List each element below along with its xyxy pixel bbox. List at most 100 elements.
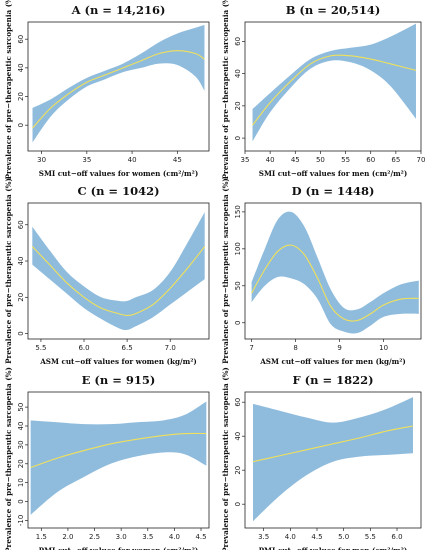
y-tick-label: 10 [17,478,25,487]
y-tick-label: 20 [234,466,242,475]
x-axis-label: ASM cut−off values for women (kg/m²) [39,357,197,366]
y-tick-label: 40 [17,257,25,266]
x-tick-label: 5.5 [365,533,376,541]
x-tick-label: 6.0 [78,344,89,352]
x-tick-label: 30 [37,156,46,164]
x-tick-label: 8 [293,344,297,352]
plot-frame [244,391,422,529]
x-axis-label: ASM cut−off values for men (kg/m²) [259,357,406,366]
x-tick-label: 4.0 [169,533,180,541]
fitted-line [32,50,205,129]
x-tick-label: 3.5 [258,533,269,541]
x-tick-label: 5.5 [35,344,46,352]
chart-title: C (n = 1042) [77,184,159,198]
y-axis-label: Prevalence of pre−therapeutic sarcopenia… [221,178,230,364]
y-axis-label: Prevalence of pre−therapeutic sarcopenia… [221,367,230,550]
x-tick-label: 70 [417,156,426,164]
x-tick-label: 45 [173,156,182,164]
x-tick-label: 6.0 [391,533,402,541]
y-tick-label: 20 [17,92,25,101]
chart-panel: 35 40 45 50 55 60 65 70 0 20 40 60 B (n = 20,514) SMI… [221,0,425,179]
y-tick-label: 0 [17,123,25,127]
y-tick-label: 150 [234,205,242,218]
x-tick-label: 1.5 [36,533,47,541]
y-tick-label: 0 [234,502,242,506]
plot-frame [244,202,422,340]
y-tick-label: 40 [17,63,25,72]
x-tick-label: 35 [82,156,91,164]
y-tick-label: 0 [17,499,25,503]
fitted-line [252,54,417,126]
confidence-band [251,211,419,334]
y-axis-label: Prevalence of pre−therapeutic sarcopenia… [4,0,13,179]
fitted-line [30,432,207,469]
x-tick-label: 40 [266,156,275,164]
chart-panel: 3.5 4.0 4.5 5.0 5.5 6.0 0 20 40 60 F (n = 1822) PMI… [221,367,422,550]
x-tick-label: 2.0 [62,533,73,541]
plot-frame [27,391,210,529]
y-tick-label: 40 [234,432,242,441]
y-axis-label: Prevalence of pre−therapeutic sarcopenia… [4,178,13,364]
x-tick-label: 6.5 [122,344,133,352]
y-tick-label: 60 [17,35,25,44]
y-tick-label: 30 [17,440,25,449]
x-axis-label: SMI cut−off values for men (cm²/m²) [259,169,407,178]
confidence-band [32,212,205,331]
x-tick-label: 4.5 [195,533,206,541]
x-axis-label: PMI cut−off values for men (cm²/m²) [259,546,408,550]
y-tick-label: 40 [234,69,242,78]
x-tick-label: 40 [128,156,137,164]
fitted-line [31,246,206,316]
y-tick-label: 50 [17,403,25,412]
plot-frame [27,202,210,340]
x-tick-label: 65 [391,156,400,164]
y-axis-label: Prevalence of pre−therapeutic sarcopenia… [4,367,13,550]
x-tick-label: 4.5 [311,533,322,541]
confidence-band [32,24,205,143]
x-tick-label: 10 [379,344,388,352]
fitted-line [252,425,414,463]
x-tick-label: 50 [316,156,325,164]
y-tick-label: 20 [17,293,25,302]
x-tick-label: 9 [337,344,341,352]
y-tick-label: 0 [234,321,242,325]
y-axis-label: Prevalence of pre−therapeutic sarcopenia… [221,0,230,179]
x-tick-label: 3.5 [142,533,153,541]
chart-panel: 30 35 40 45 0 20 40 60 A (n = 14,216) SMI cut−off… [4,0,210,179]
y-tick-label: 60 [234,398,242,407]
x-tick-label: 7 [249,344,253,352]
y-tick-label: -10 [17,515,25,526]
x-tick-label: 5.0 [338,533,349,541]
plot-frame [244,21,422,152]
chart-title: E (n = 915) [82,373,156,387]
confidence-band [253,397,413,522]
chart-panel: 5.5 6.0 6.5 7.0 0 20 40 60 C (n = 1042) ASM cut−o… [4,178,210,366]
y-tick-label: 100 [234,242,242,255]
y-tick-label: 60 [17,220,25,229]
y-tick-label: 40 [17,422,25,431]
x-tick-label: 55 [341,156,350,164]
chart-title: B (n = 20,514) [286,3,381,17]
x-tick-label: 7.0 [165,344,176,352]
confidence-band [252,23,416,142]
x-tick-label: 45 [291,156,300,164]
x-tick-label: 60 [366,156,375,164]
x-tick-label: 2.5 [89,533,100,541]
x-axis-label: SMI cut−off values for women (cm²/m²) [39,169,198,178]
plot-frame [27,21,210,152]
fitted-line [251,244,419,322]
y-tick-label: 60 [234,37,242,46]
y-tick-label: 0 [17,331,25,335]
chart-title: A (n = 14,216) [71,3,166,17]
chart-title: F (n = 1822) [292,373,373,387]
x-axis-label: PMI cut−off values for women (cm²/m²) [39,546,199,550]
y-tick-label: 50 [234,281,242,290]
y-tick-label: 20 [17,459,25,468]
y-tick-label: 0 [234,136,242,140]
chart-panel: 1.5 2.0 2.5 3.0 3.5 4.0 4.5 -10 0 10 20 30 40 50 E (n … [4,367,210,550]
y-tick-label: 20 [234,101,242,110]
chart-title: D (n = 1448) [292,184,375,198]
x-tick-label: 35 [241,156,250,164]
